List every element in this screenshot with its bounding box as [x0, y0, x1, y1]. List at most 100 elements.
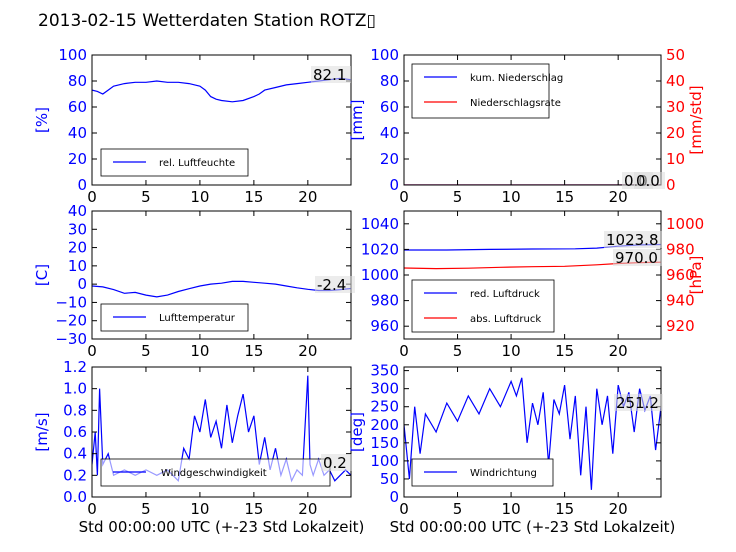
y-tick-label: 40 — [380, 124, 399, 142]
y-tick-label: 0 — [389, 176, 399, 194]
y-tick-label: 1040 — [361, 215, 399, 233]
legend-box-precipitation — [411, 63, 550, 119]
y2-tick-label: 20 — [666, 124, 685, 142]
x-axis-label: Std 00:00:00 UTC (+-23 Std Lokalzeit) — [79, 518, 365, 536]
y-tick-label: 350 — [370, 362, 399, 380]
y-tick-label: 80 — [380, 72, 399, 90]
x-tick-label: 0 — [399, 342, 409, 360]
annotation-box — [634, 172, 665, 189]
y-tick-label: 980 — [370, 292, 399, 310]
x-tick-label: 10 — [190, 342, 209, 360]
annotation-box — [311, 66, 351, 83]
y2-tick-label: 30 — [666, 98, 685, 116]
y-tick-label: 0 — [77, 275, 87, 293]
y-tick-label: 0.0 — [63, 488, 87, 506]
y-tick-label: 1000 — [361, 266, 399, 284]
annotation-label: 970.0 — [615, 249, 658, 267]
x-tick-label: 10 — [190, 500, 209, 518]
x-tick-label: 5 — [141, 500, 151, 518]
x-tick-label: 10 — [502, 188, 521, 206]
legend-box-pressure — [411, 279, 555, 333]
x-tick-label: 10 — [190, 188, 209, 206]
series-line-temperature-0 — [92, 280, 351, 298]
y-axis-label: [mm] — [348, 100, 366, 141]
plot-frame-precipitation — [403, 54, 662, 186]
x-tick-label: 0 — [87, 188, 97, 206]
x-tick-label: 5 — [453, 500, 463, 518]
y2-tick-label: 40 — [666, 72, 685, 90]
legend-label: red. Luftdruck — [470, 289, 540, 300]
y2-tick-label: 980 — [666, 240, 695, 258]
x-tick-label: 15 — [555, 500, 574, 518]
x-tick-label: 10 — [502, 342, 521, 360]
y-tick-label: 40 — [68, 124, 87, 142]
y-tick-label: 0.8 — [63, 401, 87, 419]
x-tick-label: 0 — [399, 188, 409, 206]
plot-frame-temperature — [91, 210, 352, 340]
legend-label: Lufttemperatur — [159, 313, 236, 324]
y-tick-label: 60 — [68, 98, 87, 116]
y-tick-label: 1.0 — [63, 380, 87, 398]
y-tick-label: 250 — [370, 398, 399, 416]
y-tick-label: 960 — [370, 317, 399, 335]
y-tick-label: 0.4 — [63, 445, 87, 463]
y2-tick-label: 940 — [666, 292, 695, 310]
x-tick-label: 0 — [87, 342, 97, 360]
y2-tick-label: 10 — [666, 150, 685, 168]
y-tick-label: 20 — [68, 150, 87, 168]
y-tick-label: 100 — [370, 452, 399, 470]
y-tick-label: 1.2 — [63, 358, 87, 376]
x-tick-label: 20 — [609, 342, 628, 360]
x-tick-label: 15 — [244, 188, 263, 206]
y-tick-label: 0 — [77, 176, 87, 194]
annotation-label: 0.2 — [323, 454, 347, 472]
x-tick-label: 20 — [298, 188, 317, 206]
y-tick-label: 40 — [68, 202, 87, 220]
y2-axis-label: [hPa] — [687, 256, 705, 295]
annotation-label: 82.1 — [313, 66, 346, 84]
y-tick-label: 80 — [68, 72, 87, 90]
y-tick-label: 100 — [370, 46, 399, 64]
x-tick-label: 0 — [87, 500, 97, 518]
legend-label: Windgeschwindigkeit — [161, 468, 267, 479]
annotation-label: 0.0 — [636, 172, 660, 190]
legend-label: Windrichtung — [470, 468, 537, 479]
y2-tick-label: 1000 — [666, 215, 704, 233]
y-axis-label: [m/s] — [33, 412, 51, 451]
y-tick-label: 150 — [370, 434, 399, 452]
annotation-label: 1023.8 — [606, 231, 659, 249]
y2-tick-label: 960 — [666, 266, 695, 284]
y-tick-label: 10 — [68, 257, 87, 275]
annotation-box — [604, 231, 662, 248]
y-tick-label: 20 — [68, 239, 87, 257]
y-tick-label: −10 — [55, 293, 87, 311]
x-tick-label: 15 — [555, 188, 574, 206]
y-tick-label: 200 — [370, 416, 399, 434]
y2-axis-label: [mm/std] — [687, 85, 705, 154]
x-tick-label: 20 — [609, 500, 628, 518]
x-tick-label: 15 — [244, 500, 263, 518]
x-tick-label: 5 — [141, 188, 151, 206]
x-axis-label: Std 00:00:00 UTC (+-23 Std Lokalzeit) — [390, 518, 676, 536]
annotation-box — [315, 276, 355, 293]
y-tick-label: 50 — [380, 470, 399, 488]
y-tick-label: 100 — [58, 46, 87, 64]
legend-label: Niederschlagsrate — [470, 98, 561, 109]
y2-tick-label: 50 — [666, 46, 685, 64]
x-tick-label: 15 — [555, 342, 574, 360]
x-tick-label: 5 — [453, 342, 463, 360]
y-tick-label: 60 — [380, 98, 399, 116]
y-tick-label: 0.6 — [63, 423, 87, 441]
x-tick-label: 0 — [399, 500, 409, 518]
x-tick-label: 15 — [244, 342, 263, 360]
y-axis-label: [deg] — [348, 412, 366, 452]
y2-tick-label: 0 — [666, 176, 676, 194]
legend-label: rel. Luftfeuchte — [159, 158, 235, 169]
y2-tick-label: 920 — [666, 317, 695, 335]
y-axis-label: [%] — [33, 107, 51, 133]
annotation-box — [613, 249, 662, 266]
annotation-label: -2.4 — [317, 276, 346, 294]
annotation-label: 251.2 — [616, 394, 659, 412]
y-tick-label: 1020 — [361, 240, 399, 258]
